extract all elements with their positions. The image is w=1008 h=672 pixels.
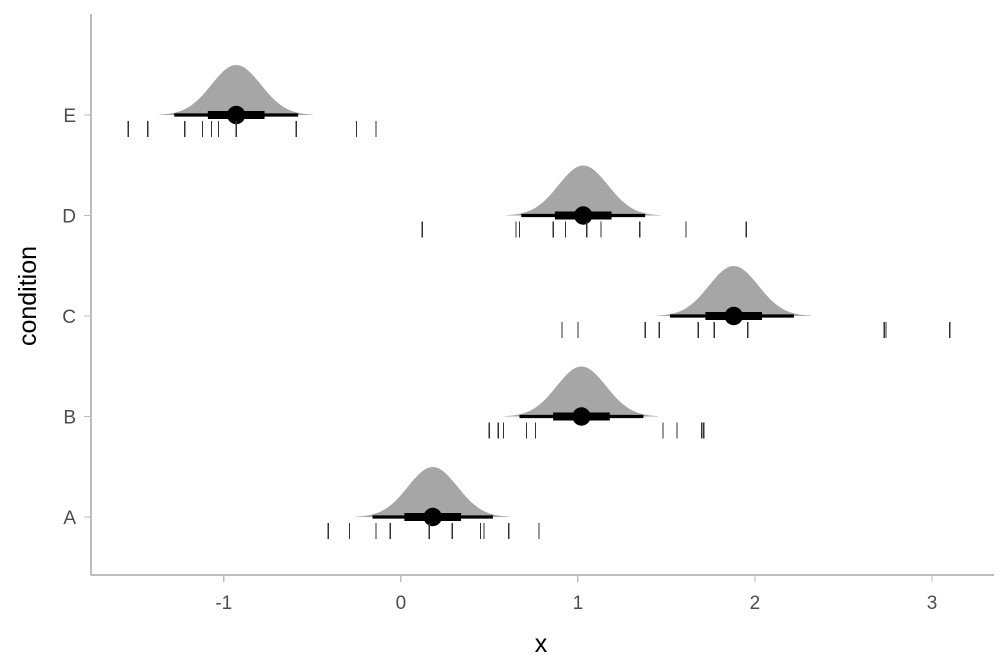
y-tick-label-a: A: [63, 508, 76, 529]
condition-row-a: [327, 467, 540, 539]
median-point-e: [226, 105, 246, 125]
y-axis-title: condition: [14, 246, 42, 346]
x-tick-label-2: 0: [396, 593, 407, 614]
median-point-d: [574, 206, 593, 225]
condition-row-c: [561, 266, 951, 338]
y-tick-label-b: B: [63, 408, 76, 429]
plot-layer: [127, 65, 951, 539]
median-point-c: [724, 306, 743, 326]
density-c: [656, 266, 811, 316]
x-axis-title: x: [535, 630, 548, 658]
x-tick-label-3: 1: [573, 593, 584, 614]
condition-row-e: [127, 65, 377, 137]
y-tick-label-c: C: [62, 307, 76, 328]
density-e: [159, 65, 314, 115]
y-tick-label-d: D: [62, 207, 76, 228]
median-point-b: [572, 407, 591, 426]
condition-row-b: [488, 366, 705, 439]
y-tick-label-e: E: [63, 106, 76, 127]
x-tick-label-1: -1: [215, 593, 232, 614]
median-point-a: [423, 507, 442, 527]
density-b: [504, 366, 659, 417]
axis-layer: -1 0 1 2 3 A B C D Ex condition: [14, 14, 994, 658]
condition-row-d: [421, 165, 747, 238]
x-tick-label-5: 3: [927, 593, 938, 614]
x-tick-label-4: 2: [750, 593, 761, 614]
density-a: [355, 467, 510, 517]
density-d: [506, 165, 661, 216]
